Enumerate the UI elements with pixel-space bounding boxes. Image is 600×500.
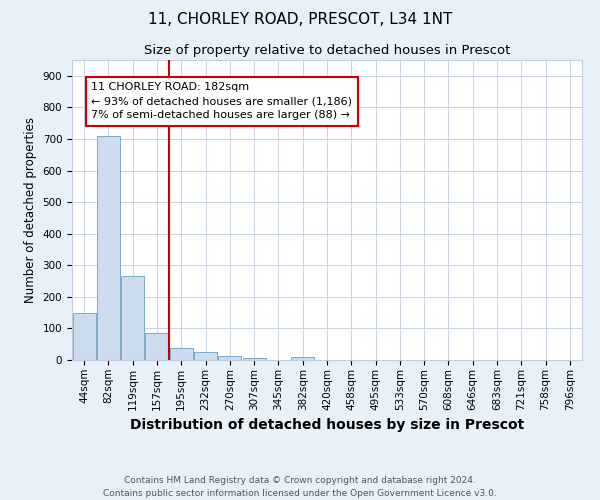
Bar [73, 312, 95, 360]
Y-axis label: Number of detached properties: Number of detached properties [24, 117, 37, 303]
Bar [218, 356, 241, 360]
Text: 11 CHORLEY ROAD: 182sqm
← 93% of detached houses are smaller (1,186)
7% of semi-: 11 CHORLEY ROAD: 182sqm ← 93% of detache… [91, 82, 352, 120]
Bar [242, 358, 266, 360]
Bar [291, 357, 314, 360]
X-axis label: Distribution of detached houses by size in Prescot: Distribution of detached houses by size … [130, 418, 524, 432]
Text: 11, CHORLEY ROAD, PRESCOT, L34 1NT: 11, CHORLEY ROAD, PRESCOT, L34 1NT [148, 12, 452, 28]
Title: Size of property relative to detached houses in Prescot: Size of property relative to detached ho… [144, 44, 510, 58]
Text: Contains HM Land Registry data © Crown copyright and database right 2024.
Contai: Contains HM Land Registry data © Crown c… [103, 476, 497, 498]
Bar [121, 276, 144, 360]
Bar [170, 348, 193, 360]
Bar [97, 136, 120, 360]
Bar [145, 333, 169, 360]
Bar [194, 352, 217, 360]
